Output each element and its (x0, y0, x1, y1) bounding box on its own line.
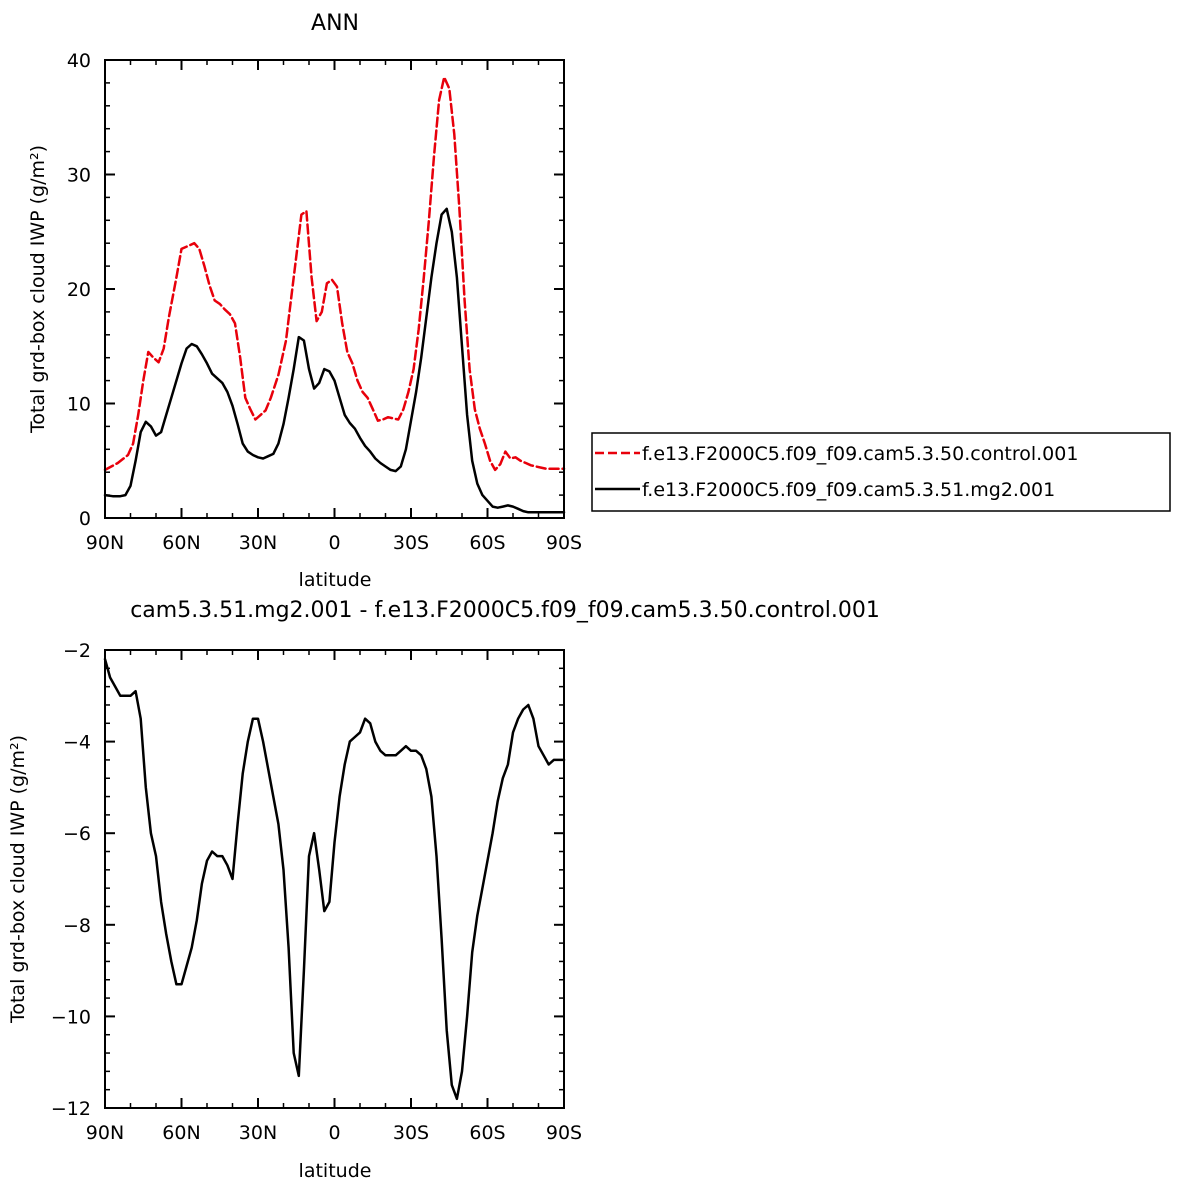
y-tick-label: −4 (63, 732, 91, 754)
top-panel: ANN Total grd-box cloud IWP (g/m²) latit… (27, 11, 582, 591)
y-tick-label: −6 (63, 823, 91, 845)
top-panel-series (103, 75, 566, 514)
x-tick-label: 30N (239, 1122, 277, 1144)
y-tick-label: −8 (63, 915, 91, 937)
y-tick-label: 10 (67, 394, 91, 416)
y-tick-label: 0 (79, 508, 91, 530)
y-tick-label: 20 (67, 279, 91, 301)
bottom-panel-frame (104, 649, 565, 1109)
series-line-1 (103, 207, 566, 514)
top-panel-x-axis-label: latitude (299, 569, 372, 591)
series-line-0 (103, 657, 566, 1101)
bottom-panel-y-axis-label: Total grd-box cloud IWP (g/m²) (7, 735, 29, 1024)
x-tick-label: 90N (86, 1122, 124, 1144)
y-tick-label: 40 (67, 50, 91, 72)
top-panel-title: ANN (311, 11, 359, 36)
y-tick-label: −12 (51, 1098, 91, 1120)
bottom-panel-title: cam5.3.51.mg2.001 - f.e13.F2000C5.f09_f0… (130, 598, 880, 623)
x-tick-label: 0 (328, 1122, 340, 1144)
x-tick-label: 60S (469, 1122, 505, 1144)
x-tick-label: 30S (393, 532, 429, 554)
x-tick-label: 0 (328, 532, 340, 554)
top-panel-frame (104, 59, 565, 519)
bottom-panel: cam5.3.51.mg2.001 - f.e13.F2000C5.f09_f0… (7, 598, 880, 1182)
x-tick-label: 30N (239, 532, 277, 554)
x-tick-label: 60N (162, 1122, 200, 1144)
x-tick-label: 90S (546, 1122, 582, 1144)
y-tick-label: −2 (63, 640, 91, 662)
x-tick-label: 90N (86, 532, 124, 554)
bottom-panel-ticks: 90N 60N 30N 0 30S 60S 90S −12 −10 −8 −6 −4 −2 (51, 640, 582, 1144)
legend-box (591, 432, 1171, 512)
top-panel-legend: f.e13.F2000C5.f09_f09.cam5.3.50.control.… (591, 432, 1171, 512)
y-tick-label: 30 (67, 165, 91, 187)
bottom-panel-series (103, 657, 566, 1101)
series-line-0 (103, 75, 566, 472)
y-tick-label: −10 (51, 1006, 91, 1028)
x-tick-label: 30S (393, 1122, 429, 1144)
legend-label-control: f.e13.F2000C5.f09_f09.cam5.3.50.control.… (642, 443, 1078, 465)
top-panel-y-axis-label: Total grd-box cloud IWP (g/m²) (27, 145, 49, 434)
x-tick-label: 60N (162, 532, 200, 554)
x-tick-label: 90S (546, 532, 582, 554)
x-tick-label: 60S (469, 532, 505, 554)
legend-label-mg2: f.e13.F2000C5.f09_f09.cam5.3.51.mg2.001 (642, 479, 1055, 501)
bottom-panel-x-axis-label: latitude (299, 1160, 372, 1182)
